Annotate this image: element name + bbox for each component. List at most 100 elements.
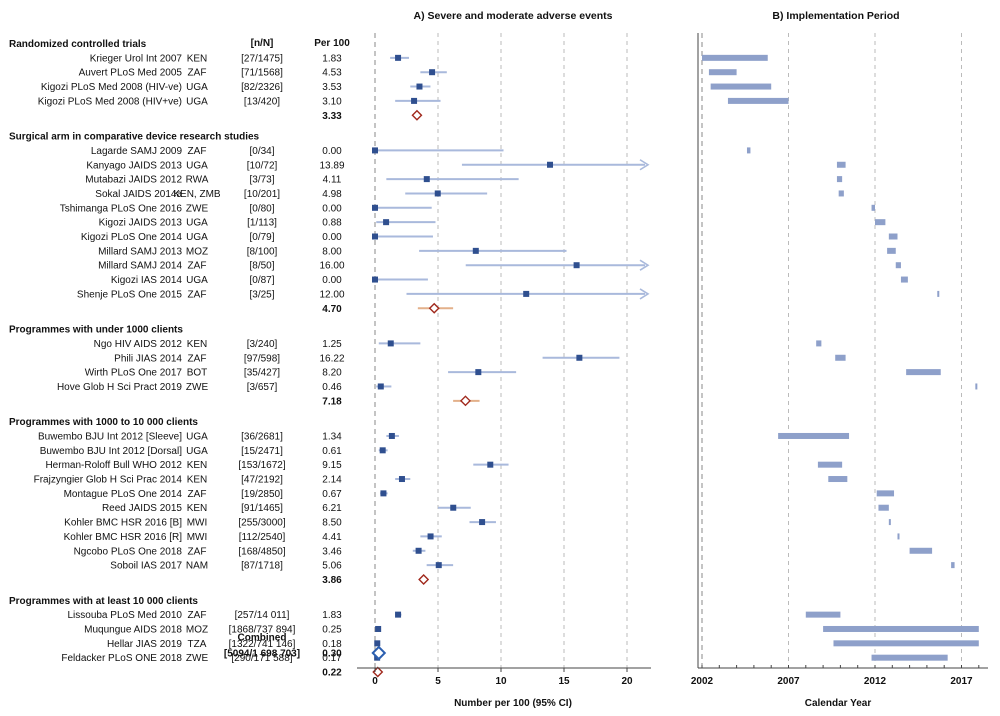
study-label: Kigozi PLoS One 2014 bbox=[81, 232, 183, 243]
rate-label: 0.00 bbox=[322, 232, 342, 243]
rate-label: 6.21 bbox=[322, 503, 342, 514]
pooled-rate-label: 0.22 bbox=[322, 668, 342, 679]
study-label: Muqungue AIDS 2018 bbox=[84, 624, 182, 635]
study-label: Reed JAIDS 2015 bbox=[102, 503, 182, 514]
count-label: [36/2681] bbox=[241, 431, 283, 442]
x-tick-label-a: 20 bbox=[621, 676, 633, 687]
period-bar bbox=[888, 233, 898, 240]
rate-label: 3.46 bbox=[322, 546, 342, 557]
count-label: [0/80] bbox=[249, 203, 274, 214]
point-estimate bbox=[375, 625, 382, 632]
period-bar bbox=[897, 533, 900, 540]
period-bar bbox=[895, 262, 901, 269]
count-label: [1868/737 894] bbox=[229, 624, 296, 635]
point-estimate bbox=[377, 383, 384, 390]
panel-b-gridlines bbox=[701, 33, 962, 668]
rate-label: 0.18 bbox=[322, 639, 342, 650]
panel-a-gridlines bbox=[374, 33, 628, 668]
rate-label: 0.00 bbox=[322, 203, 342, 214]
point-estimate bbox=[472, 247, 479, 254]
period-bar bbox=[746, 147, 751, 154]
rate-label: 3.10 bbox=[322, 96, 342, 107]
country-label: MWI bbox=[187, 518, 208, 529]
study-label: Lissouba PLoS Med 2010 bbox=[67, 610, 182, 621]
count-label: [27/1475] bbox=[241, 53, 283, 64]
study-label: Mutabazi JAIDS 2012 bbox=[85, 175, 182, 186]
rate-label: 0.00 bbox=[322, 275, 342, 286]
country-label: RWA bbox=[186, 175, 209, 186]
rate-label: 0.67 bbox=[322, 489, 342, 500]
country-label: ZWE bbox=[186, 653, 209, 664]
period-bar bbox=[909, 547, 933, 554]
point-estimate bbox=[427, 533, 434, 540]
group-heading: Programmes with at least 10 000 clients bbox=[9, 596, 198, 607]
count-label: [3/657] bbox=[247, 382, 278, 393]
panel-a-x-axis-label: Number per 100 (95% CI) bbox=[454, 698, 572, 709]
period-bar bbox=[778, 432, 850, 439]
period-bar bbox=[876, 490, 895, 497]
rate-column-header: Per 100 bbox=[314, 38, 350, 49]
study-label: Krieger Urol Int 2007 bbox=[90, 53, 183, 64]
count-label: [0/34] bbox=[249, 146, 274, 157]
point-estimate bbox=[372, 233, 378, 240]
x-tick-label-b: 2017 bbox=[950, 676, 973, 687]
combined-rate-label: 0.30 bbox=[322, 649, 342, 660]
period-bar bbox=[835, 354, 846, 361]
point-estimate bbox=[372, 276, 378, 283]
study-label: Kohler BMC HSR 2016 [B] bbox=[64, 518, 182, 529]
ci-line-arrow bbox=[639, 159, 650, 171]
pooled-diamond bbox=[428, 302, 440, 314]
period-bar bbox=[875, 219, 886, 226]
combined-label: Combined bbox=[238, 633, 287, 644]
rate-label: 4.11 bbox=[323, 175, 342, 186]
count-label: [257/14 011] bbox=[235, 610, 290, 621]
pooled-rate-label: 7.18 bbox=[322, 396, 342, 407]
study-label: Wirth PLoS One 2017 bbox=[85, 368, 183, 379]
count-label: [15/2471] bbox=[241, 446, 283, 457]
period-bar bbox=[888, 519, 891, 526]
x-tick-label-a: 5 bbox=[435, 676, 441, 687]
point-estimate bbox=[423, 176, 430, 183]
point-estimate bbox=[416, 83, 423, 90]
point-estimate bbox=[374, 640, 381, 647]
ci-line-arrow bbox=[639, 288, 650, 300]
point-estimate bbox=[475, 369, 482, 376]
x-tick-label-a: 0 bbox=[372, 676, 378, 687]
rate-label: 8.50 bbox=[322, 518, 342, 529]
point-estimate bbox=[573, 262, 580, 269]
country-label: ZAF bbox=[188, 489, 207, 500]
rate-label: 5.06 bbox=[322, 561, 342, 572]
country-label: KEN bbox=[187, 339, 208, 350]
count-label: [153/1672] bbox=[238, 460, 285, 471]
study-label: Millard SAMJ 2014 bbox=[98, 261, 182, 272]
country-label: BOT bbox=[187, 368, 208, 379]
count-label: [0/79] bbox=[249, 232, 274, 243]
count-label: [290/171 588] bbox=[231, 653, 292, 664]
count-label: [3/73] bbox=[249, 175, 274, 186]
study-label: Kigozi PLoS Med 2008 (HIV+ve) bbox=[38, 96, 182, 107]
count-label: [71/1568] bbox=[241, 68, 283, 79]
count-label: [10/72] bbox=[247, 160, 278, 171]
study-label: Ngcobo PLoS One 2018 bbox=[74, 546, 183, 557]
country-label: KEN bbox=[187, 460, 208, 471]
pooled-diamond bbox=[372, 666, 384, 678]
count-label: [3/240] bbox=[247, 339, 278, 350]
point-estimate bbox=[576, 354, 583, 361]
country-label: UGA bbox=[186, 431, 208, 442]
rate-label: 0.25 bbox=[322, 624, 342, 635]
country-label: ZWE bbox=[186, 203, 209, 214]
rate-label: 8.00 bbox=[322, 246, 342, 257]
rate-label: 12.00 bbox=[319, 289, 344, 300]
period-bar bbox=[871, 654, 948, 661]
panel-b-title: B) Implementation Period bbox=[772, 10, 899, 22]
study-label: Montague PLoS One 2014 bbox=[64, 489, 183, 500]
rate-label: 4.53 bbox=[322, 68, 342, 79]
count-label: [82/2326] bbox=[241, 82, 283, 93]
period-bar bbox=[937, 290, 940, 297]
point-estimate bbox=[479, 519, 486, 526]
country-label: KEN bbox=[187, 503, 208, 514]
combined-diamond bbox=[371, 645, 387, 661]
group-heading: Programmes with 1000 to 10 000 clients bbox=[9, 417, 198, 428]
country-label: UGA bbox=[186, 446, 208, 457]
study-label: Frajzyngier Glob H Sci Prac 2014 bbox=[34, 475, 183, 486]
